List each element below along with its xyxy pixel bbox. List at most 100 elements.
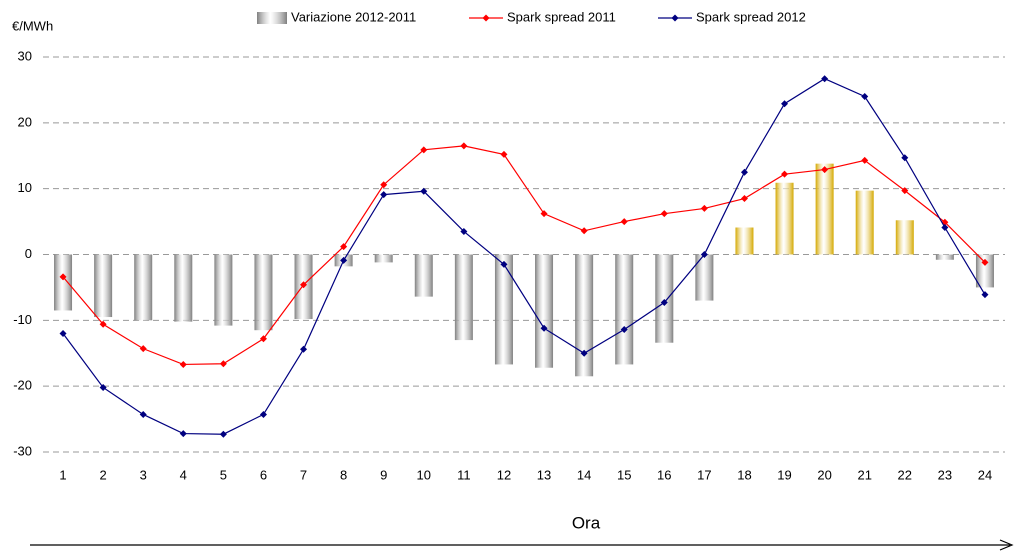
bar <box>695 254 714 301</box>
legend-label: Variazione 2012-2011 <box>291 9 416 24</box>
x-tick-label: 19 <box>777 467 791 482</box>
bar <box>855 190 874 255</box>
x-tick-label: 14 <box>577 467 591 482</box>
point <box>340 243 348 251</box>
y-unit: €/MWh <box>12 18 53 33</box>
point <box>59 330 67 337</box>
point <box>821 75 829 83</box>
x-tick-label: 12 <box>497 467 511 482</box>
point <box>580 349 588 357</box>
x-tick-label: 18 <box>737 467 751 482</box>
point <box>179 360 187 368</box>
bar <box>414 254 433 297</box>
point <box>981 291 989 299</box>
point <box>700 251 708 258</box>
point <box>660 210 668 218</box>
point <box>99 383 107 391</box>
x-tick-label: 23 <box>938 467 952 482</box>
bar <box>815 163 834 255</box>
bar <box>494 254 513 365</box>
x-tick-label: 3 <box>140 467 147 482</box>
x-tick-label: 9 <box>380 467 387 482</box>
bar <box>735 227 754 255</box>
point <box>660 299 668 307</box>
point <box>740 168 748 176</box>
bar <box>94 254 113 318</box>
point <box>300 281 308 289</box>
bar <box>895 220 914 255</box>
x-arrow-head <box>999 539 1014 551</box>
point <box>500 260 508 268</box>
x-tick-label: 5 <box>220 467 227 482</box>
point <box>460 227 468 235</box>
bar <box>254 254 273 331</box>
line <box>62 145 986 366</box>
bar <box>174 254 193 322</box>
bar <box>575 254 594 377</box>
point <box>340 256 348 264</box>
bar <box>975 254 994 288</box>
y-tick-label: 10 <box>18 180 32 195</box>
x-tick-label: 8 <box>340 467 347 482</box>
point <box>219 360 227 368</box>
bar <box>214 254 233 326</box>
bar <box>454 254 473 341</box>
point <box>380 181 388 189</box>
point <box>540 324 548 332</box>
point <box>300 345 308 353</box>
point <box>861 156 869 164</box>
bar <box>935 254 954 260</box>
x-tick-label: 7 <box>300 467 307 482</box>
point <box>861 93 869 100</box>
point <box>259 335 267 343</box>
point <box>540 210 548 218</box>
point <box>139 410 147 418</box>
x-tick-label: 13 <box>537 467 551 482</box>
point <box>781 100 789 108</box>
point <box>700 204 708 212</box>
legend-marker <box>482 14 490 22</box>
point <box>420 187 428 195</box>
point <box>821 166 829 174</box>
point <box>420 146 428 154</box>
bar <box>615 254 634 365</box>
x-tick-label: 24 <box>978 467 992 482</box>
x-tick-label: 17 <box>697 467 711 482</box>
point <box>259 410 267 418</box>
point <box>380 191 388 199</box>
point <box>139 345 147 353</box>
point <box>500 150 508 158</box>
line <box>62 78 986 435</box>
point <box>981 258 989 266</box>
x-tick-label: 6 <box>260 467 267 482</box>
y-tick-label: 20 <box>18 114 32 129</box>
point <box>941 224 949 232</box>
x-tick-label: 20 <box>817 467 831 482</box>
x-tick-label: 15 <box>617 467 631 482</box>
point <box>901 154 909 162</box>
point <box>620 218 628 226</box>
bar <box>374 254 393 263</box>
x-tick-label: 1 <box>59 467 66 482</box>
point <box>901 187 909 195</box>
legend-swatch <box>257 12 287 24</box>
bar <box>775 182 794 255</box>
y-tick-label: 30 <box>18 48 32 63</box>
x-tick-label: 21 <box>857 467 871 482</box>
x-axis-label: Ora <box>572 513 601 532</box>
bar <box>535 254 554 368</box>
y-tick-label: 0 <box>25 246 32 261</box>
x-tick-label: 10 <box>417 467 431 482</box>
y-tick-label: -20 <box>13 378 32 393</box>
point <box>580 227 588 235</box>
y-tick-label: -30 <box>13 443 32 458</box>
legend-label: Spark spread 2011 <box>507 9 616 24</box>
bar <box>655 254 674 343</box>
point <box>460 142 468 150</box>
point <box>620 326 628 334</box>
y-tick-label: -10 <box>13 312 32 327</box>
legend-label: Spark spread 2012 <box>696 9 806 24</box>
point <box>740 195 748 203</box>
